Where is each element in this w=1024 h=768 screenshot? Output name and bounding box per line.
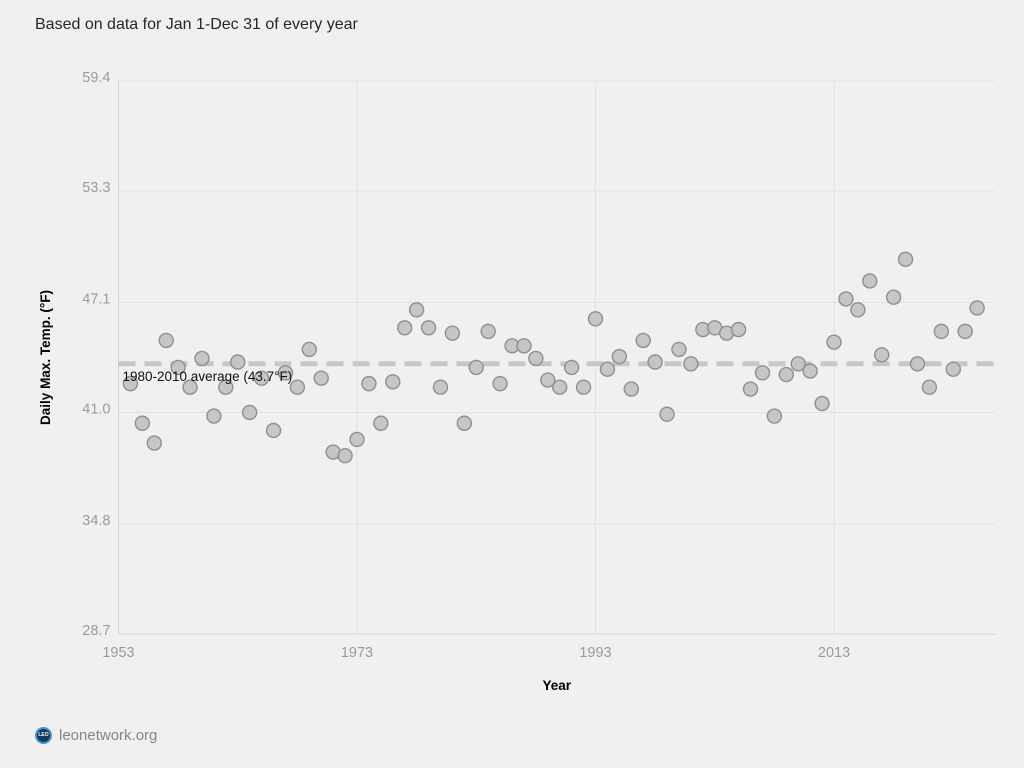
data-point[interactable] [766,408,783,424]
data-point[interactable] [814,395,830,412]
data-point[interactable] [516,338,532,354]
data-point[interactable] [230,354,246,370]
data-point[interactable] [456,415,473,431]
data-point[interactable] [146,435,162,451]
data-point[interactable] [122,375,139,392]
data-point[interactable] [158,332,174,349]
x-axis-title: Year [542,678,571,693]
average-line-label: 1980-2010 average (43.7°F) [123,369,293,384]
y-tick-label: 53.3 [82,180,110,196]
data-point[interactable] [635,332,651,349]
y-tick-label: 34.8 [82,513,110,529]
data-point[interactable] [969,300,985,316]
y-tick-label: 47.1 [82,292,110,308]
data-point[interactable] [754,365,771,381]
data-point[interactable] [420,320,437,336]
data-point[interactable] [492,375,508,392]
data-point[interactable] [444,325,461,341]
data-point[interactable] [361,375,377,392]
x-tick-label: 1953 [102,645,134,661]
data-point[interactable] [397,320,413,336]
data-point[interactable] [671,341,687,358]
data-point[interactable] [241,404,258,421]
y-axis-title: Daily Max. Temp. (°F) [38,290,53,425]
data-point[interactable] [599,361,616,377]
data-point[interactable] [897,251,914,268]
data-point[interactable] [909,356,926,372]
data-point[interactable] [659,406,675,422]
data-point[interactable] [862,273,878,289]
data-point[interactable] [408,302,425,318]
data-point[interactable] [480,323,496,340]
data-point[interactable] [468,359,484,376]
data-point[interactable] [742,381,759,397]
data-point[interactable] [194,350,210,367]
data-point[interactable] [528,350,544,367]
x-tick-label: 2013 [818,645,850,661]
x-tick-label: 1993 [579,645,611,661]
data-point[interactable] [289,379,306,395]
leo-network-logo-icon: LEO [35,726,52,744]
data-point[interactable] [385,374,401,390]
data-point[interactable] [957,323,973,340]
data-point[interactable] [337,447,353,464]
data-point[interactable] [826,334,842,350]
data-point[interactable] [349,431,365,448]
data-point[interactable] [277,365,294,381]
data-point[interactable] [218,379,234,395]
data-point[interactable] [265,422,282,439]
y-tick-label: 59.4 [82,70,110,86]
x-tick-label: 1973 [341,645,373,661]
data-point[interactable] [933,323,950,340]
data-point[interactable] [647,354,663,370]
data-point[interactable] [945,361,961,377]
data-point[interactable] [301,341,318,358]
data-point[interactable] [611,348,628,365]
data-point[interactable] [313,370,329,386]
data-point[interactable] [885,289,902,305]
data-point[interactable] [623,381,639,397]
data-point[interactable] [170,359,186,376]
leo-logo-text: LEO [38,731,49,738]
data-point[interactable] [874,347,890,363]
data-point[interactable] [373,415,389,431]
data-point[interactable] [921,379,938,395]
data-point[interactable] [838,291,854,307]
data-point[interactable] [790,356,806,372]
footer: LEO leonetwork.org [35,725,157,745]
data-point[interactable] [134,415,151,431]
data-point[interactable] [206,408,222,424]
data-point[interactable] [432,379,449,395]
data-point[interactable] [182,379,198,395]
y-tick-label: 41.0 [82,401,110,417]
footer-site-link[interactable]: leonetwork.org [59,726,158,744]
data-point[interactable] [850,302,866,318]
data-point[interactable] [683,356,699,372]
data-point[interactable] [540,372,556,388]
data-point[interactable] [802,363,818,379]
chart-title: Based on data for Jan 1-Dec 31 of every … [35,16,358,33]
data-point[interactable] [730,321,747,338]
data-point[interactable] [563,359,580,376]
y-tick-label: 28.7 [82,623,110,639]
data-point[interactable] [587,311,604,327]
data-point[interactable] [552,379,568,395]
data-point[interactable] [778,366,795,383]
data-point[interactable] [575,379,592,395]
data-point[interactable] [253,370,270,386]
